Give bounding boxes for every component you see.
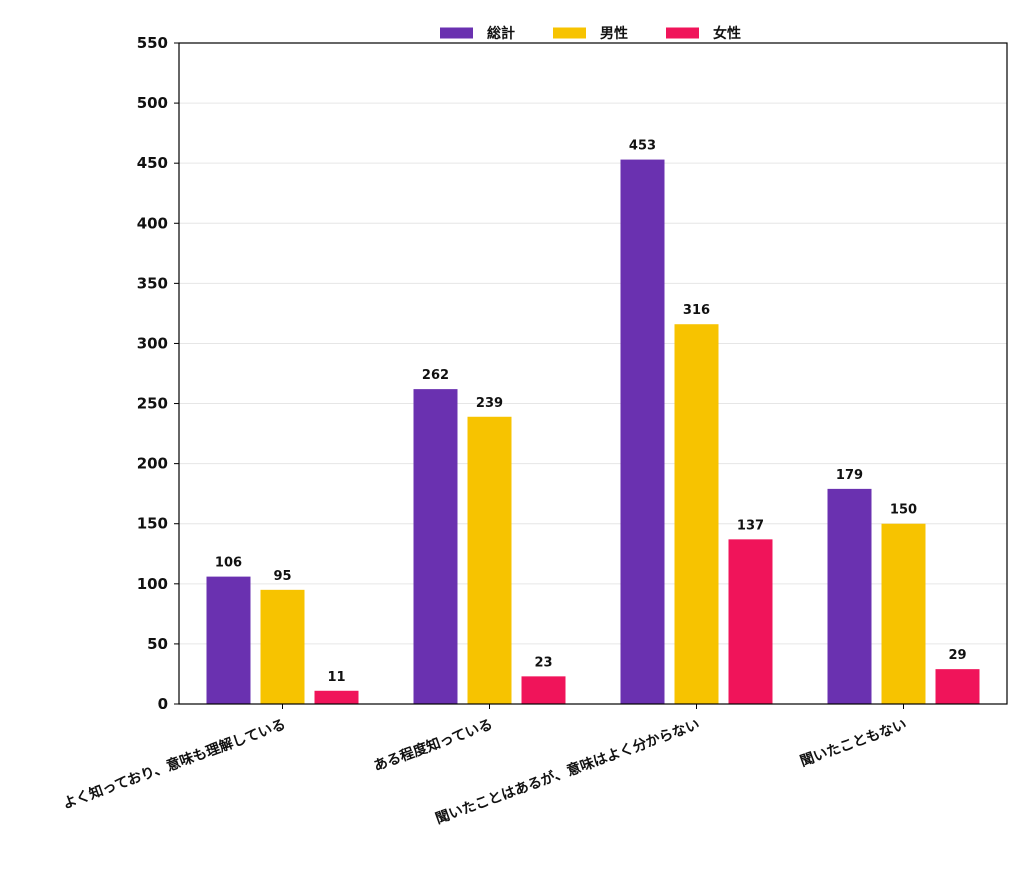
y-tick-label: 250: [137, 395, 168, 413]
bar: [521, 676, 566, 704]
data-label: 179: [836, 468, 863, 483]
x-tick-label: 聞いたこともない: [798, 717, 909, 770]
bar: [314, 690, 359, 704]
y-tick-label: 500: [137, 94, 168, 112]
legend-swatch: [440, 27, 473, 39]
bar: [206, 576, 251, 704]
data-label: 29: [948, 648, 966, 663]
bar: [728, 539, 773, 704]
y-tick-label: 300: [137, 334, 168, 352]
y-axis-ticks: 0 50 100 150 200 250 300 350 400 450 500 550: [137, 34, 179, 713]
data-label: 11: [327, 670, 345, 685]
bar: [935, 669, 980, 704]
legend-swatch: [666, 27, 699, 39]
data-label: 23: [534, 655, 552, 670]
x-tick-label: よく知っており、意味も理解している: [60, 716, 287, 813]
data-labels: 106 95 11 262 239 23 453 316 137 179 150 29: [215, 139, 967, 685]
data-label: 150: [890, 503, 917, 518]
plot-frame: [178, 42, 1008, 705]
bar: [467, 416, 512, 704]
data-label: 95: [273, 569, 291, 584]
legend-label: 総計: [487, 25, 515, 42]
bar: [413, 389, 458, 704]
grid-lines: [179, 102, 1007, 645]
data-label: 239: [476, 396, 503, 411]
x-tick-label: ある程度知っている: [371, 716, 495, 775]
y-tick-label: 450: [137, 154, 168, 172]
y-tick-label: 100: [137, 575, 168, 593]
data-label: 453: [629, 139, 656, 154]
data-label: 262: [422, 368, 449, 383]
bar: [881, 523, 926, 704]
legend-label: 女性: [713, 25, 741, 42]
bar: [260, 589, 305, 704]
y-tick-label: 0: [158, 695, 168, 713]
bar: [674, 324, 719, 704]
legend: 総計 男性 女性: [440, 25, 741, 42]
y-tick-label: 50: [147, 635, 168, 653]
y-tick-label: 550: [137, 34, 168, 52]
data-label: 316: [683, 303, 710, 318]
legend-swatch: [553, 27, 586, 39]
legend-label: 男性: [600, 25, 628, 42]
data-label: 137: [737, 518, 764, 533]
y-tick-label: 350: [137, 274, 168, 292]
y-tick-label: 200: [137, 455, 168, 473]
bar: [827, 488, 872, 704]
y-tick-label: 150: [137, 515, 168, 533]
y-tick-label: 400: [137, 214, 168, 232]
bar: [620, 159, 665, 705]
data-label: 106: [215, 556, 242, 571]
bars: [206, 159, 980, 705]
x-axis-ticks: よく知っており、意味も理解している ある程度知っている聞いたことはあるが、意味はよ…: [60, 704, 909, 827]
